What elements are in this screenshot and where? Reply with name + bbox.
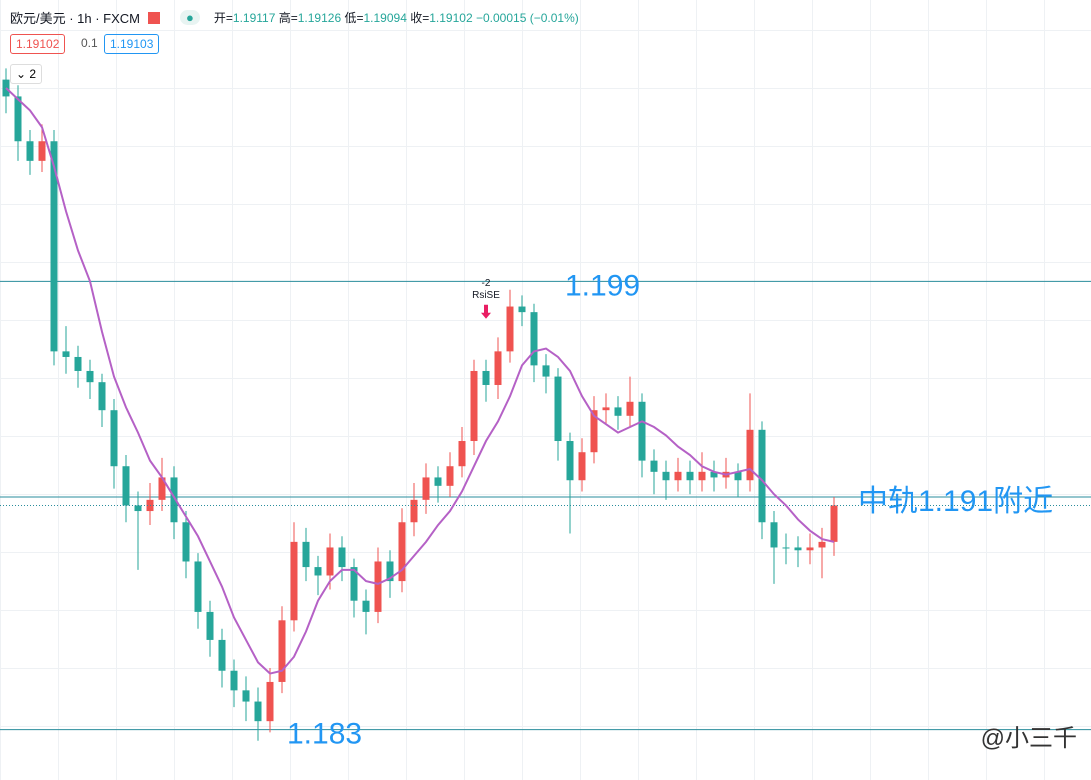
candle-body bbox=[170, 477, 178, 523]
candle-body bbox=[38, 141, 46, 161]
signal-label: RsiSE bbox=[472, 290, 500, 301]
ohlc: 开=1.19117 高=1.19126 低=1.19094 收=1.19102 … bbox=[214, 9, 579, 26]
candle-body bbox=[458, 441, 466, 467]
candle-body bbox=[410, 499, 418, 523]
candle-body bbox=[50, 141, 58, 352]
moving-average bbox=[5, 87, 835, 675]
candle-body bbox=[734, 471, 742, 481]
flag[interactable] bbox=[148, 11, 161, 24]
candle-body bbox=[494, 351, 502, 385]
candle-body bbox=[86, 370, 94, 383]
candle-body bbox=[98, 382, 106, 411]
candle-body bbox=[446, 466, 454, 486]
signal-count: -2 bbox=[482, 278, 491, 289]
candle-body bbox=[314, 567, 322, 576]
candle-body bbox=[674, 471, 682, 481]
candle-body bbox=[566, 441, 574, 481]
label: 低= bbox=[344, 11, 364, 25]
candle-body bbox=[530, 312, 538, 366]
candle-body bbox=[206, 611, 214, 640]
symbol[interactable]: 欧元/美元 · 1h · FXCM bbox=[10, 11, 141, 26]
candle-body bbox=[746, 429, 754, 481]
candle-body bbox=[110, 410, 118, 467]
spread: 0.1 bbox=[81, 36, 98, 50]
value: 1.19094 bbox=[363, 11, 407, 25]
value: 1.19117 bbox=[232, 11, 276, 25]
candle-body bbox=[194, 561, 202, 612]
sell-price[interactable]: 1.19102 bbox=[10, 34, 66, 54]
candle-body bbox=[182, 522, 190, 562]
candle-body bbox=[770, 522, 778, 548]
candle-body bbox=[578, 452, 586, 481]
candle-body bbox=[710, 471, 718, 478]
candle-body bbox=[614, 407, 622, 416]
level-label: 1.183 bbox=[287, 718, 362, 751]
candle-body bbox=[338, 547, 346, 568]
candle-body bbox=[542, 365, 550, 377]
candle-body bbox=[554, 376, 562, 442]
candle-body bbox=[266, 681, 274, 722]
candle-body bbox=[470, 370, 478, 442]
label: 收= bbox=[410, 11, 430, 25]
candle-body bbox=[386, 561, 394, 582]
candle-body bbox=[782, 547, 790, 549]
candle-body bbox=[62, 351, 70, 357]
candle-body bbox=[794, 547, 802, 551]
candle-body bbox=[818, 541, 826, 548]
candle-body bbox=[758, 429, 766, 523]
label: 高= bbox=[278, 11, 298, 25]
status[interactable]: ● bbox=[180, 10, 200, 25]
indicator-toggle[interactable]: ⌄ 2 bbox=[10, 64, 43, 84]
label: 开= bbox=[213, 11, 233, 25]
candle-body bbox=[518, 306, 526, 313]
candle-body bbox=[662, 471, 670, 481]
candle-body bbox=[374, 561, 382, 612]
watermark: @小三千 bbox=[980, 725, 1077, 752]
count: 2 bbox=[29, 67, 37, 81]
candle-body bbox=[326, 547, 334, 576]
candle-body bbox=[830, 505, 838, 542]
candle-body bbox=[698, 471, 706, 481]
legend-row: 欧元/美元 · 1h · FXCM ● 开=1.19117 高=1.19126 … bbox=[10, 8, 579, 27]
candle-body bbox=[434, 477, 442, 486]
candle-body bbox=[602, 407, 610, 411]
candle-body bbox=[362, 600, 370, 612]
level-label: 1.199 bbox=[565, 269, 640, 302]
candle-body bbox=[290, 541, 298, 621]
candle-body bbox=[638, 401, 646, 461]
candle-body bbox=[122, 466, 130, 506]
candle-body bbox=[590, 410, 598, 453]
candle-body bbox=[422, 477, 430, 500]
candle-body bbox=[806, 547, 814, 551]
candle-body bbox=[650, 460, 658, 472]
value: 1.19126 bbox=[297, 11, 342, 25]
candle-body bbox=[218, 639, 226, 671]
level-label: 中轨1.191附近 bbox=[858, 485, 1053, 518]
candle-body bbox=[242, 690, 250, 702]
candle-body bbox=[158, 477, 166, 500]
signal-arrow bbox=[481, 304, 491, 319]
candle-body bbox=[278, 620, 286, 682]
candle-body bbox=[482, 370, 490, 385]
candle-body bbox=[230, 670, 238, 691]
candle-body bbox=[302, 541, 310, 568]
candle-body bbox=[134, 505, 142, 512]
candle-body bbox=[506, 306, 514, 352]
candle-body bbox=[74, 356, 82, 371]
candle-body bbox=[26, 141, 34, 161]
value: 1.19102 bbox=[429, 11, 473, 25]
candle-body bbox=[14, 96, 22, 142]
candle-body bbox=[686, 471, 694, 481]
candle-body bbox=[350, 567, 358, 601]
candle-body bbox=[626, 401, 634, 416]
change: −0.00015 (−0.01%) bbox=[475, 11, 579, 25]
candle-body bbox=[398, 522, 406, 582]
buy-price[interactable]: 1.19103 bbox=[104, 34, 160, 54]
candle-body bbox=[254, 701, 262, 722]
